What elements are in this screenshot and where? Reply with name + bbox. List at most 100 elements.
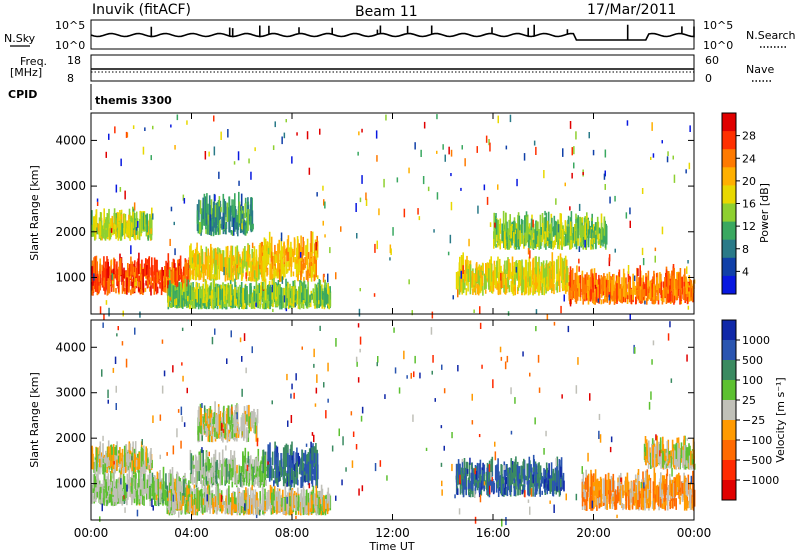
range-gate-cell bbox=[261, 470, 263, 483]
scatter-cell bbox=[285, 308, 288, 312]
range-gate-cell bbox=[690, 279, 692, 298]
range-gate-cell bbox=[120, 484, 123, 504]
range-gate-cell bbox=[116, 261, 118, 280]
range-gate-cell bbox=[309, 294, 311, 303]
range-gate-cell bbox=[268, 463, 271, 468]
range-gate-cell bbox=[316, 235, 318, 255]
range-gate-cell bbox=[156, 286, 159, 294]
range-gate-cell bbox=[212, 274, 214, 280]
range-gate-cell bbox=[237, 227, 239, 237]
range-gate-cell bbox=[653, 283, 655, 300]
range-gate-cell bbox=[198, 419, 201, 433]
scatter-cell bbox=[500, 280, 503, 288]
range-gate-cell bbox=[128, 263, 131, 276]
range-gate-cell bbox=[573, 284, 575, 292]
range-gate-cell bbox=[518, 277, 520, 288]
range-gate-cell bbox=[492, 270, 495, 283]
range-gate-cell bbox=[273, 255, 276, 271]
range-gate-cell bbox=[242, 248, 245, 268]
range-gate-cell bbox=[152, 495, 155, 500]
range-gate-cell bbox=[119, 463, 121, 471]
range-gate-cell bbox=[140, 212, 143, 234]
range-gate-cell bbox=[267, 251, 269, 263]
range-gate-cell bbox=[167, 295, 170, 307]
range-gate-cell bbox=[303, 276, 305, 282]
range-gate-cell bbox=[117, 281, 120, 293]
range-gate-cell bbox=[287, 452, 289, 474]
range-gate-cell bbox=[166, 269, 168, 279]
range-gate-cell bbox=[202, 277, 205, 282]
range-gate-cell bbox=[510, 225, 512, 239]
range-gate-cell bbox=[461, 282, 463, 295]
range-gate-cell bbox=[470, 276, 473, 283]
range-gate-cell bbox=[175, 267, 178, 288]
range-gate-cell bbox=[177, 259, 179, 280]
range-gate-cell bbox=[201, 422, 203, 429]
range-gate-cell bbox=[143, 445, 145, 468]
range-gate-cell bbox=[534, 274, 537, 292]
range-gate-cell bbox=[194, 299, 197, 307]
range-gate-cell bbox=[613, 273, 615, 292]
range-gate-cell bbox=[242, 270, 244, 277]
range-gate-cell bbox=[223, 466, 226, 481]
range-gate-cell bbox=[282, 268, 285, 280]
scatter-cell bbox=[464, 158, 466, 167]
range-gate-cell bbox=[628, 282, 630, 296]
scatter-cell bbox=[604, 149, 607, 158]
scatter-cell bbox=[408, 167, 410, 174]
range-gate-cell bbox=[160, 489, 163, 498]
range-gate-cell bbox=[517, 285, 520, 291]
range-gate-cell bbox=[206, 428, 209, 436]
range-gate-cell bbox=[226, 464, 228, 483]
colorbar-tick-label: 16 bbox=[742, 198, 756, 211]
range-gate-cell bbox=[95, 209, 98, 228]
range-gate-cell bbox=[553, 215, 556, 232]
range-gate-cell bbox=[529, 288, 532, 292]
range-gate-cell bbox=[481, 271, 484, 276]
range-gate-cell bbox=[257, 508, 260, 515]
range-gate-cell bbox=[116, 450, 118, 468]
range-gate-cell bbox=[664, 277, 666, 297]
range-gate-cell bbox=[510, 271, 512, 279]
range-gate-cell bbox=[510, 281, 513, 287]
scatter-cell bbox=[693, 279, 696, 284]
scatter-cell bbox=[204, 151, 207, 160]
range-gate-cell bbox=[552, 226, 555, 237]
freq-tick-bottom: 8 bbox=[67, 72, 74, 85]
range-gate-cell bbox=[256, 409, 259, 424]
range-gate-cell bbox=[315, 246, 318, 260]
scatter-cell bbox=[528, 223, 531, 229]
range-gate-cell bbox=[198, 199, 200, 221]
range-gate-cell bbox=[545, 212, 548, 233]
range-gate-cell bbox=[537, 236, 540, 243]
range-gate-cell bbox=[117, 493, 120, 504]
scatter-cell bbox=[296, 132, 298, 136]
range-gate-cell bbox=[106, 465, 108, 473]
scatter-cell bbox=[237, 151, 240, 161]
range-gate-cell bbox=[279, 294, 281, 310]
range-gate-cell bbox=[146, 458, 149, 465]
range-gate-cell bbox=[228, 219, 231, 225]
scatter-cell bbox=[483, 184, 486, 191]
range-gate-cell bbox=[212, 258, 215, 264]
range-gate-cell bbox=[294, 239, 296, 255]
range-gate-cell bbox=[125, 444, 127, 463]
range-gate-cell bbox=[269, 484, 272, 507]
range-gate-cell bbox=[569, 221, 572, 236]
scatter-cell bbox=[457, 289, 459, 298]
range-gate-cell bbox=[176, 473, 179, 494]
range-gate-cell bbox=[113, 257, 115, 276]
scatter-cell bbox=[641, 247, 644, 256]
scatter-cell bbox=[637, 268, 639, 277]
range-gate-cell bbox=[224, 426, 226, 439]
range-gate-cell bbox=[199, 209, 202, 215]
range-gate-cell bbox=[277, 491, 280, 513]
range-gate-cell bbox=[211, 219, 214, 227]
range-gate-cell bbox=[501, 223, 503, 242]
range-gate-cell bbox=[205, 413, 207, 424]
range-gate-cell bbox=[591, 273, 594, 288]
range-gate-cell bbox=[528, 256, 531, 278]
scatter-cell bbox=[186, 120, 188, 125]
range-gate-cell bbox=[128, 219, 130, 234]
range-gate-cell bbox=[296, 263, 299, 269]
